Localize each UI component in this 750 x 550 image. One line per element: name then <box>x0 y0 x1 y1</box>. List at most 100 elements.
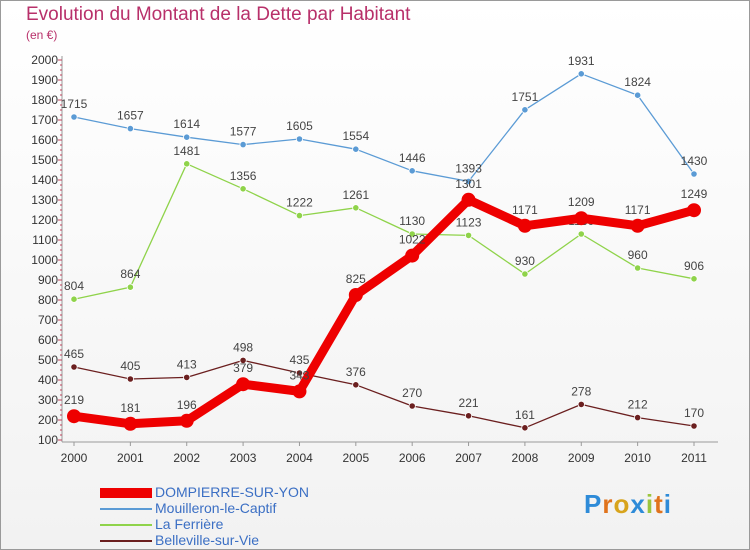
y-tick-label: 300 <box>38 393 58 407</box>
data-label: 1123 <box>456 215 482 229</box>
y-tick-label: 1200 <box>31 213 58 227</box>
data-point <box>577 70 585 78</box>
legend-swatch <box>100 508 152 510</box>
y-tick-label: 400 <box>38 373 58 387</box>
logo-letter: o <box>613 489 631 519</box>
y-tick-label: 1100 <box>32 233 58 247</box>
data-point <box>239 185 247 193</box>
data-label: 1715 <box>61 97 88 111</box>
data-label: 1824 <box>624 75 651 89</box>
data-point <box>574 211 589 226</box>
y-tick-label: 1000 <box>31 253 58 267</box>
data-point <box>295 369 304 377</box>
data-label: 219 <box>64 393 84 407</box>
data-label: 1356 <box>230 169 257 183</box>
x-tick-label: 2001 <box>117 451 144 465</box>
data-label: 498 <box>233 340 253 354</box>
y-tick-label: 700 <box>38 313 58 327</box>
data-point <box>295 212 304 220</box>
data-label: 376 <box>346 365 366 379</box>
data-point <box>236 377 251 392</box>
data-point <box>521 270 529 278</box>
data-point <box>634 264 642 272</box>
data-point <box>126 125 134 133</box>
x-tick-label: 2003 <box>230 451 257 465</box>
x-tick-label: 2000 <box>61 451 88 465</box>
data-point <box>464 177 473 185</box>
data-label: 181 <box>120 401 140 415</box>
data-label: 1430 <box>681 154 708 168</box>
data-label: 1751 <box>512 90 539 104</box>
data-label: 196 <box>177 398 197 412</box>
data-point <box>239 141 247 149</box>
data-point <box>690 422 698 430</box>
data-point <box>126 283 134 291</box>
y-tick-label: 800 <box>38 293 58 307</box>
x-tick-label: 2007 <box>455 451 482 465</box>
data-label: 1249 <box>681 187 708 201</box>
y-tick-label: 900 <box>38 273 58 287</box>
data-point <box>690 170 698 178</box>
legend-label: Mouilleron-le-Captif <box>155 500 277 516</box>
data-label: 343 <box>289 368 309 382</box>
data-label: 270 <box>402 386 422 400</box>
x-tick-label: 2011 <box>681 451 707 465</box>
data-label: 930 <box>515 254 535 268</box>
data-label: 1171 <box>625 203 651 217</box>
data-point <box>408 230 416 238</box>
data-label: 1481 <box>173 144 200 158</box>
data-point <box>634 413 642 422</box>
x-tick-label: 2009 <box>568 451 595 465</box>
data-label: 379 <box>233 361 253 375</box>
data-label: 1130 <box>399 214 425 228</box>
data-point <box>348 288 363 302</box>
y-tick-label: 100 <box>38 433 58 447</box>
data-point <box>521 106 529 114</box>
x-tick-label: 2010 <box>624 451 651 465</box>
data-point <box>405 248 420 263</box>
proxiti-logo: Proxiti <box>584 489 672 520</box>
data-label: 960 <box>628 248 648 262</box>
x-tick-label: 2002 <box>173 451 200 465</box>
data-label: 413 <box>177 357 197 371</box>
x-tick-label: 2005 <box>342 451 369 465</box>
data-point <box>70 295 78 303</box>
data-label: 170 <box>684 406 704 420</box>
data-label: 1657 <box>117 109 144 123</box>
data-label: 1393 <box>455 161 482 175</box>
data-label: 212 <box>628 398 648 412</box>
data-label: 221 <box>459 396 479 410</box>
data-point <box>352 204 360 212</box>
data-label: 825 <box>346 272 366 286</box>
data-point <box>630 218 645 233</box>
logo-letter: i <box>663 489 672 519</box>
logo-letter: i <box>645 489 655 519</box>
legend-swatch <box>100 488 152 498</box>
data-point <box>183 133 191 141</box>
data-label: 435 <box>289 353 309 367</box>
x-tick-label: 2008 <box>512 451 539 465</box>
data-label: 906 <box>684 259 704 273</box>
series-line <box>69 195 699 429</box>
data-point <box>690 275 698 283</box>
y-tick-label: 1300 <box>31 193 58 207</box>
data-point <box>352 145 360 153</box>
data-label: 1209 <box>568 195 595 209</box>
chart-subtitle: (en €) <box>26 28 58 42</box>
data-point <box>408 402 416 410</box>
data-label: 804 <box>64 279 84 293</box>
data-point <box>464 412 473 420</box>
y-tick-label: 1900 <box>31 73 58 87</box>
data-point <box>634 91 642 99</box>
data-label: 1446 <box>399 151 426 165</box>
data-label: 278 <box>571 384 591 398</box>
data-point <box>179 413 194 428</box>
data-point <box>123 416 138 431</box>
data-label: 1614 <box>173 117 200 131</box>
data-point <box>70 363 78 371</box>
legend-swatch <box>100 524 152 526</box>
data-label: 864 <box>120 267 140 281</box>
series-line <box>73 73 695 183</box>
data-point <box>292 384 307 399</box>
